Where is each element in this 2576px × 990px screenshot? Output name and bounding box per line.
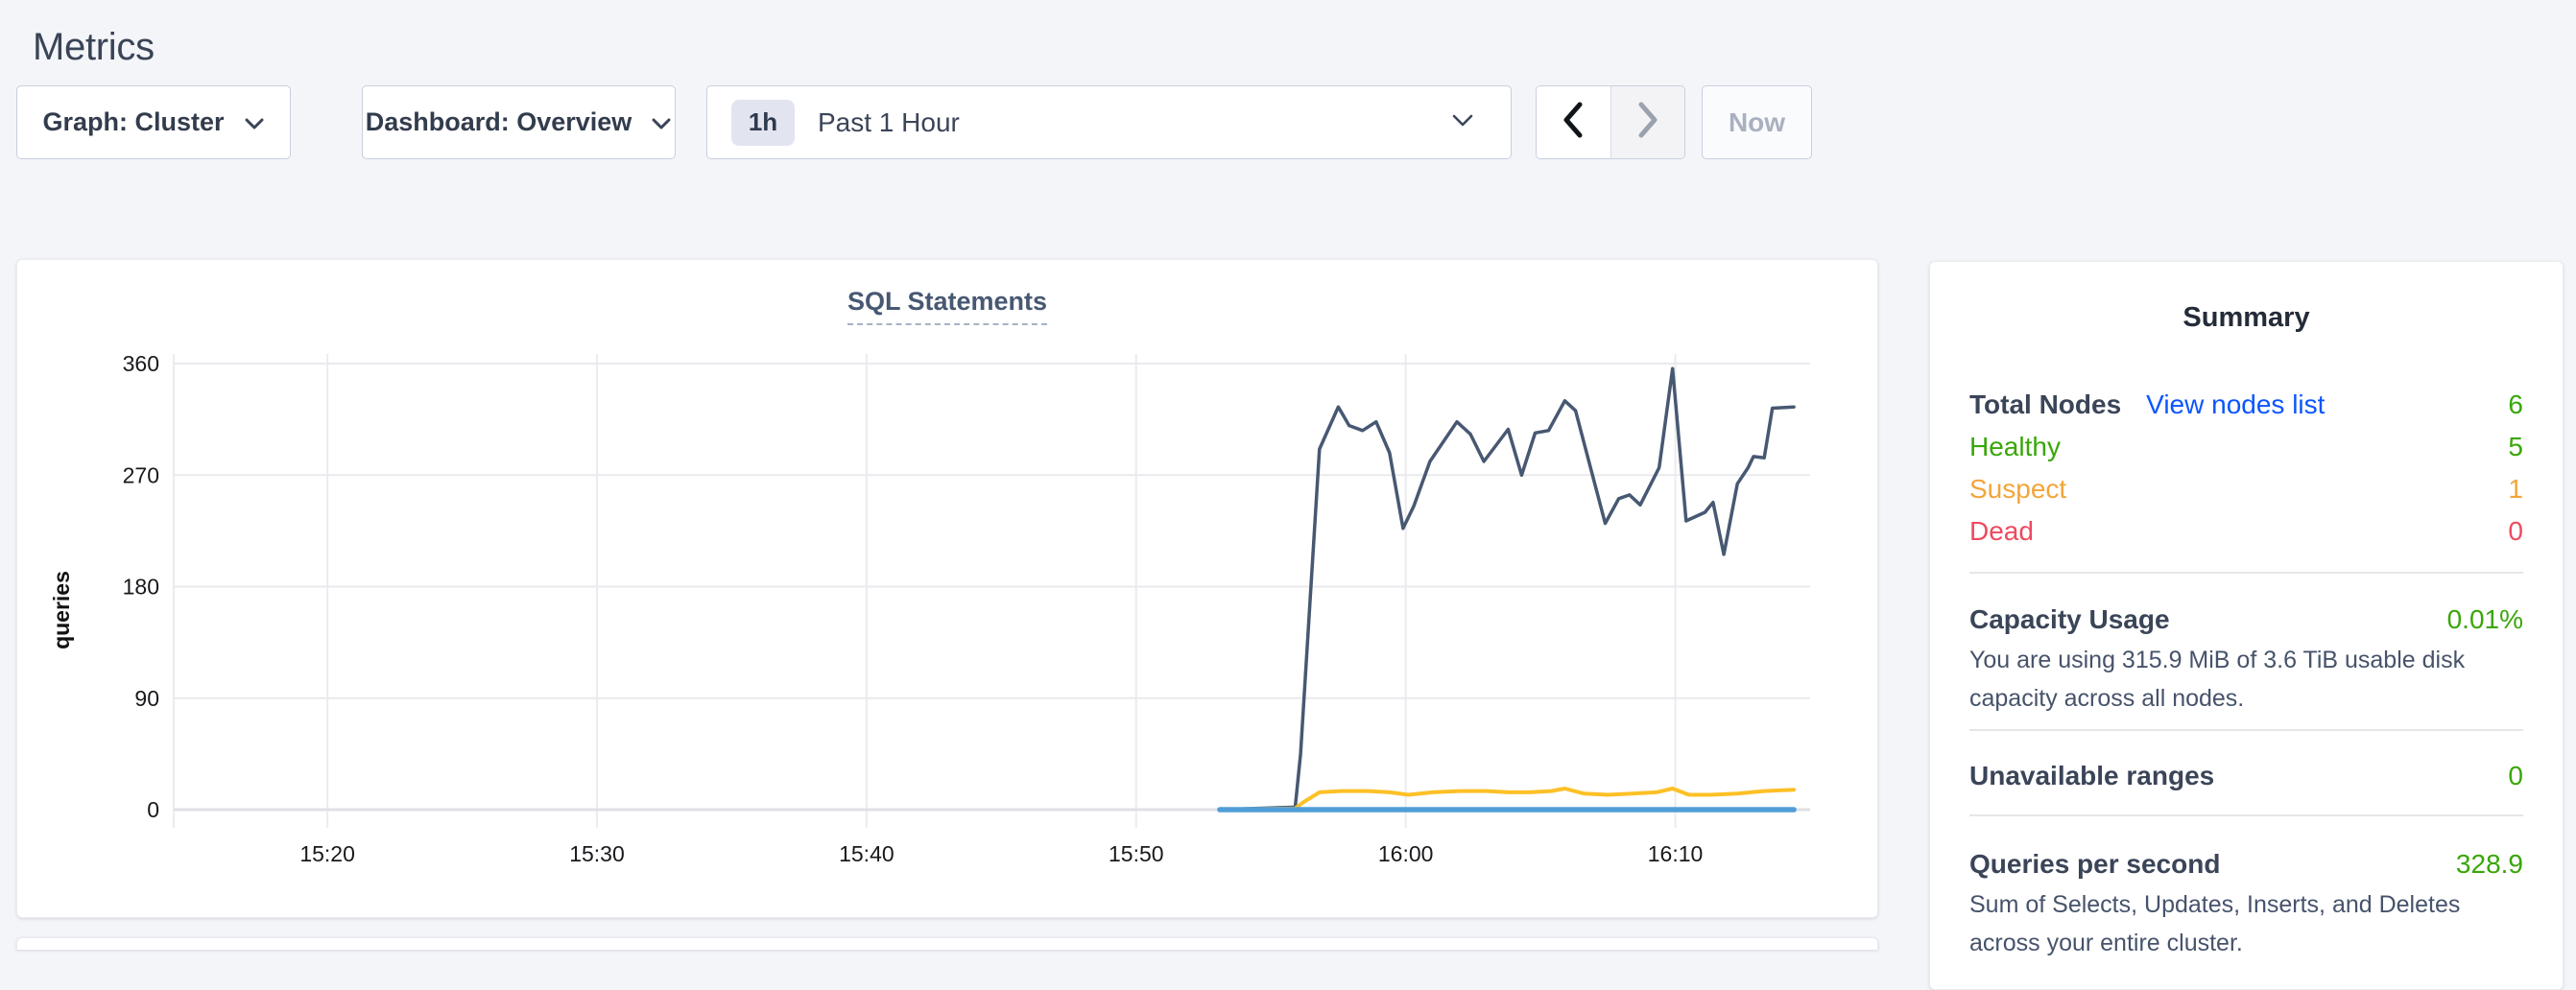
svg-text:0: 0 [147,797,159,822]
healthy-nodes-row: Healthy 5 [1969,426,2523,468]
svg-text:15:50: 15:50 [1109,841,1164,866]
time-range-dropdown[interactable]: 1h Past 1 Hour [706,85,1512,159]
divider [1969,814,2523,816]
capacity-usage-label: Capacity Usage [1969,604,2170,634]
capacity-usage-row: Capacity Usage 0.01% [1969,599,2523,641]
suspect-value: 1 [2508,474,2523,504]
svg-text:queries: queries [49,571,74,649]
unavailable-ranges-value: 0 [2508,761,2523,790]
svg-text:270: 270 [123,462,159,487]
chevron-down-icon [651,107,672,137]
svg-text:16:00: 16:00 [1378,841,1434,866]
sql-statements-chart[interactable]: 15:20 15:30 15:40 15:50 16:00 16:10 0 90 180 270 3… [17,260,1879,919]
summary-title: Summary [2182,302,2310,333]
svg-text:180: 180 [123,575,159,600]
view-nodes-list-link[interactable]: View nodes list [2146,389,2326,419]
time-range-label: Past 1 Hour [818,106,960,137]
time-range-badge: 1h [731,99,795,146]
prev-time-button[interactable] [1537,86,1611,158]
now-button[interactable]: Now [1702,85,1812,159]
chevron-down-icon [244,107,265,137]
unavailable-ranges-label: Unavailable ranges [1969,761,2215,790]
graph-dropdown-label: Graph: Cluster [42,107,225,136]
queries-per-second-row: Queries per second 328.9 [1969,843,2523,885]
svg-text:90: 90 [134,686,159,711]
suspect-nodes-row: Suspect 1 [1969,468,2523,510]
capacity-usage-value: 0.01% [2446,604,2523,634]
total-nodes-label: Total Nodes [1969,389,2122,419]
time-pager [1536,85,1685,159]
summary-panel: Summary Total Nodes View nodes list 6 He… [1929,261,2564,990]
queries-per-second-label: Queries per second [1969,849,2221,879]
queries-per-second-value: 328.9 [2455,849,2523,879]
dead-value: 0 [2508,516,2523,546]
chevron-left-icon [1561,101,1586,144]
sql-statements-card: 15:20 15:30 15:40 15:50 16:00 16:10 0 90 180 270 3… [16,259,1878,918]
dead-nodes-row: Dead 0 [1969,510,2523,553]
svg-text:360: 360 [123,351,159,376]
capacity-usage-description: You are using 315.9 MiB of 3.6 TiB usabl… [1969,647,2466,712]
unavailable-ranges-row: Unavailable ranges 0 [1969,755,2523,797]
next-chart-card-sliver [16,937,1878,950]
svg-text:16:10: 16:10 [1648,841,1704,866]
svg-text:15:20: 15:20 [299,841,355,866]
svg-text:15:30: 15:30 [569,841,625,866]
dashboard-dropdown-label: Dashboard: Overview [365,107,632,136]
healthy-value: 5 [2508,432,2523,461]
divider [1969,729,2523,731]
page-title: Metrics [33,25,155,68]
dashboard-dropdown[interactable]: Dashboard: Overview [362,85,676,159]
total-nodes-row: Total Nodes View nodes list 6 [1969,384,2523,426]
dead-label: Dead [1969,516,2034,546]
svg-text:15:40: 15:40 [839,841,894,866]
chevron-down-icon [1451,113,1474,132]
suspect-label: Suspect [1969,474,2067,504]
chart-title: SQL Statements [17,287,1877,325]
divider [1969,572,2523,574]
graph-dropdown[interactable]: Graph: Cluster [16,85,291,159]
healthy-label: Healthy [1969,432,2061,461]
total-nodes-value: 6 [2508,389,2523,419]
next-time-button[interactable] [1610,86,1684,158]
chevron-right-icon [1635,101,1660,144]
queries-per-second-description: Sum of Selects, Updates, Inserts, and De… [1969,891,2461,956]
